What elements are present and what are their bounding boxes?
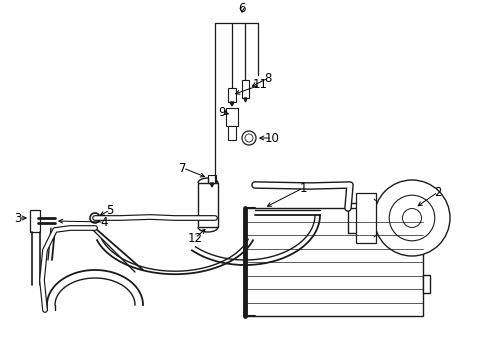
Text: 9: 9 xyxy=(218,105,225,118)
Text: 11: 11 xyxy=(252,78,267,91)
Polygon shape xyxy=(209,183,214,187)
Text: 2: 2 xyxy=(433,185,441,198)
Bar xyxy=(242,80,248,98)
Polygon shape xyxy=(229,102,234,106)
Text: 7: 7 xyxy=(179,162,186,175)
Bar xyxy=(227,88,236,102)
Text: 12: 12 xyxy=(187,231,202,244)
Bar xyxy=(207,175,216,183)
Circle shape xyxy=(388,195,434,241)
Bar xyxy=(225,108,238,126)
Text: 4: 4 xyxy=(100,216,107,229)
Bar xyxy=(355,193,375,243)
Text: 10: 10 xyxy=(264,131,279,144)
Text: 8: 8 xyxy=(264,72,271,85)
Circle shape xyxy=(244,134,252,142)
Bar xyxy=(227,126,236,140)
Text: 3: 3 xyxy=(14,211,21,225)
Bar xyxy=(244,208,422,316)
Text: 6: 6 xyxy=(238,1,245,14)
Polygon shape xyxy=(244,98,246,102)
Bar xyxy=(198,183,218,227)
Circle shape xyxy=(242,131,256,145)
Circle shape xyxy=(402,208,421,228)
Bar xyxy=(30,210,40,232)
Circle shape xyxy=(90,213,100,223)
Text: 5: 5 xyxy=(106,203,113,216)
Bar xyxy=(422,275,429,293)
Circle shape xyxy=(373,180,449,256)
Text: 1: 1 xyxy=(299,181,306,194)
Bar xyxy=(422,230,429,248)
